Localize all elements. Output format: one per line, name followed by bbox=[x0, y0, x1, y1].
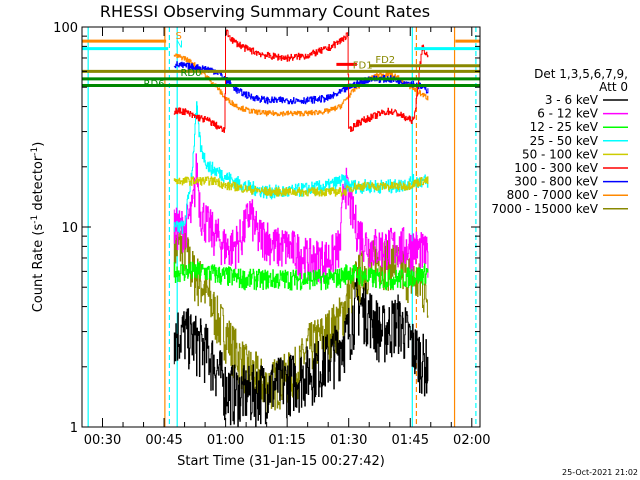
x-tick-label: 00:45 bbox=[145, 433, 182, 448]
flag-label: N bbox=[176, 39, 183, 50]
legend-label: 7000 - 15000 keV bbox=[491, 202, 598, 216]
series-line bbox=[173, 153, 429, 284]
legend-header-2: Att 0 bbox=[599, 80, 628, 94]
series-line bbox=[173, 278, 429, 427]
flag-label: RD0 bbox=[180, 68, 201, 79]
x-tick-label: 01:45 bbox=[392, 433, 429, 448]
x-axis-label: Start Time (31-Jan-15 00:27:42) bbox=[177, 454, 385, 469]
x-tick-label: 01:15 bbox=[268, 433, 305, 448]
y-tick-label: 100 bbox=[53, 21, 78, 36]
series-line bbox=[173, 176, 429, 197]
x-tick-label: 00:30 bbox=[84, 433, 121, 448]
x-tick-label: 01:00 bbox=[207, 433, 244, 448]
legend-label: 6 - 12 keV bbox=[537, 107, 599, 121]
flag-label: RD6 bbox=[144, 79, 165, 90]
y-axis-label-sup1: -1 bbox=[30, 215, 40, 224]
legend-label: 100 - 300 keV bbox=[514, 161, 598, 175]
flag-label: FD1 bbox=[353, 61, 373, 72]
flag-markers: SN RD0 RD6 FD1 FD2 bbox=[82, 31, 480, 90]
flag-label: FD2 bbox=[375, 55, 395, 66]
x-tick-label: 01:30 bbox=[330, 433, 367, 448]
x-axis-ticks: 00:30 00:45 01:00 01:15 01:30 01:45 02:00 bbox=[81, 27, 491, 448]
legend-header-1: Det 1,3,5,6,7,9, bbox=[534, 67, 628, 81]
series-line bbox=[173, 261, 429, 291]
y-axis-label-mid: detector bbox=[31, 155, 46, 215]
y-axis-label: Count Rate (s-1 detector-1) bbox=[30, 142, 46, 313]
x-tick-label: 02:00 bbox=[453, 433, 490, 448]
y-tick-label: 1 bbox=[70, 421, 78, 436]
y-axis-label-end: ) bbox=[31, 142, 46, 147]
legend-label: 300 - 800 keV bbox=[514, 175, 598, 189]
generation-timestamp: 25-Oct-2021 21:02 bbox=[562, 468, 638, 477]
y-axis-label-sup2: -1 bbox=[30, 147, 40, 156]
legend-label: 800 - 7000 keV bbox=[507, 188, 599, 202]
y-axis-ticks: 1 10 100 bbox=[53, 21, 480, 436]
legend-label: 25 - 50 keV bbox=[530, 134, 599, 148]
series-layer bbox=[173, 29, 429, 427]
legend-label: 12 - 25 keV bbox=[530, 120, 599, 134]
flag-label: S bbox=[176, 31, 182, 42]
chart-title: RHESSI Observing Summary Count Rates bbox=[100, 2, 430, 21]
legend-label: 50 - 100 keV bbox=[522, 147, 599, 161]
y-tick-label: 10 bbox=[61, 221, 78, 236]
series-line bbox=[173, 29, 429, 133]
y-axis-label-main: Count Rate (s bbox=[31, 224, 46, 313]
legend-label: 3 - 6 keV bbox=[545, 93, 599, 107]
